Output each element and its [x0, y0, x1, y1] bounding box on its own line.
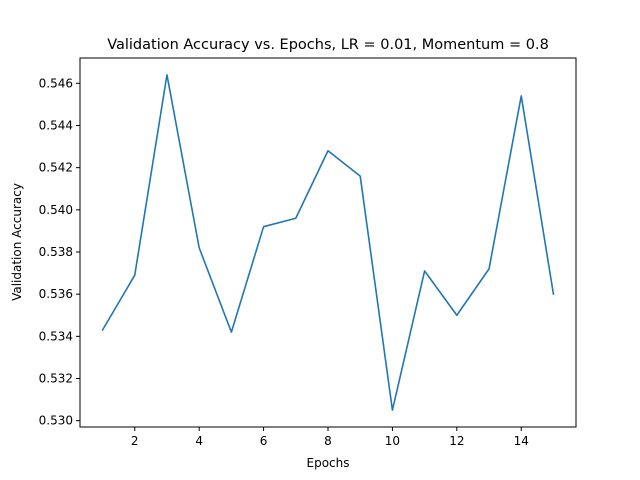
y-tick-label: 0.534: [39, 329, 73, 343]
chart-title: Validation Accuracy vs. Epochs, LR = 0.0…: [107, 37, 549, 53]
series-layer: [101, 74, 555, 411]
x-tick-label: 10: [385, 434, 400, 448]
x-tick-label: 12: [449, 434, 464, 448]
x-tick-label: 2: [131, 434, 139, 448]
x-axis: 2 4 6 8 10 12 14: [131, 427, 529, 448]
x-tick-label: 8: [324, 434, 332, 448]
x-tick-label: 14: [514, 434, 529, 448]
y-tick-label: 0.544: [39, 118, 73, 132]
y-tick-label: 0.532: [39, 372, 73, 386]
x-axis-label: Epochs: [307, 456, 350, 470]
y-axis: 0.530 0.532 0.534 0.536 0.538 0.540 0.542 0.544…: [39, 76, 80, 428]
y-tick-label: 0.540: [39, 203, 73, 217]
y-tick-label: 0.546: [39, 76, 73, 90]
x-tick-label: 4: [195, 434, 203, 448]
y-axis-label: Validation Accuracy: [10, 183, 24, 301]
plot-area: 2 4 6 8 10 12 14 0.530 0.532 0.534 0.536 0.538 0.54…: [39, 57, 577, 448]
validation-accuracy-line: [101, 74, 555, 411]
y-tick-label: 0.538: [39, 245, 73, 259]
x-tick-label: 6: [260, 434, 268, 448]
y-tick-label: 0.542: [39, 161, 73, 175]
y-tick-label: 0.530: [39, 414, 73, 428]
y-tick-label: 0.536: [39, 287, 73, 301]
